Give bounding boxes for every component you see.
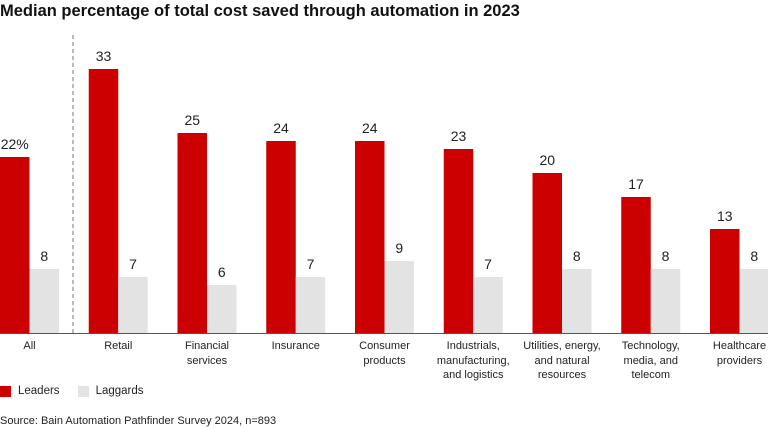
bar-leaders [443, 149, 474, 333]
bar-laggards [473, 277, 503, 333]
data-label: 6 [218, 264, 226, 280]
bar-laggards [118, 277, 148, 333]
category-label: All [23, 340, 36, 352]
data-label: 13 [717, 208, 733, 224]
data-label: 8 [40, 248, 48, 264]
bar-leaders [88, 69, 119, 333]
category-label: Financial services [184, 340, 230, 367]
data-label: 8 [750, 248, 758, 264]
category-label: Technology, media, and telecom [621, 340, 680, 381]
category-label: Industrials, manufacturing, and logistic… [436, 340, 510, 381]
bar-leaders [266, 141, 296, 333]
chart-title: Median percentage of total cost saved th… [0, 2, 520, 20]
data-label: 7 [307, 256, 315, 272]
bar-leaders [177, 133, 207, 333]
data-label: 17 [628, 176, 644, 192]
category-label: Insurance [271, 340, 320, 352]
data-label: 7 [484, 256, 492, 272]
bar-laggards [207, 285, 237, 333]
source-note: Source: Bain Automation Pathfinder Surve… [0, 415, 277, 427]
bar-leaders [355, 141, 385, 333]
data-label: 22% [1, 136, 29, 152]
data-label: 8 [573, 248, 581, 264]
data-label: 24 [273, 120, 289, 136]
data-label: 7 [129, 256, 137, 272]
category-label: Healthcare providers [712, 340, 767, 367]
data-label: 24 [362, 120, 378, 136]
data-label: 23 [451, 128, 467, 144]
bar-laggards [384, 261, 414, 333]
bar-laggards [562, 269, 592, 333]
bar-leaders [621, 197, 651, 333]
bar-leaders [710, 229, 740, 333]
data-label: 33 [96, 48, 112, 64]
category-label: Consumer products [359, 340, 410, 367]
bar-laggards [739, 269, 768, 333]
data-label: 20 [539, 152, 555, 168]
bar-laggards [29, 269, 59, 333]
data-label: 9 [395, 240, 403, 256]
category-label: Retail [104, 340, 133, 352]
bar-laggards [650, 269, 681, 333]
legend-label-laggards: Laggards [95, 385, 144, 397]
bar-leaders [532, 173, 562, 333]
legend: Leaders Laggards [0, 385, 162, 397]
data-label: 25 [184, 112, 200, 128]
category-label: Utilities, energy, and natural resources [523, 340, 601, 381]
legend-swatch-laggards [77, 385, 89, 397]
data-label: 8 [662, 248, 670, 264]
legend-swatch-leaders [0, 385, 11, 397]
legend-label-leaders: Leaders [18, 385, 60, 397]
bar-laggards [295, 277, 326, 333]
bar-leaders [0, 157, 30, 333]
